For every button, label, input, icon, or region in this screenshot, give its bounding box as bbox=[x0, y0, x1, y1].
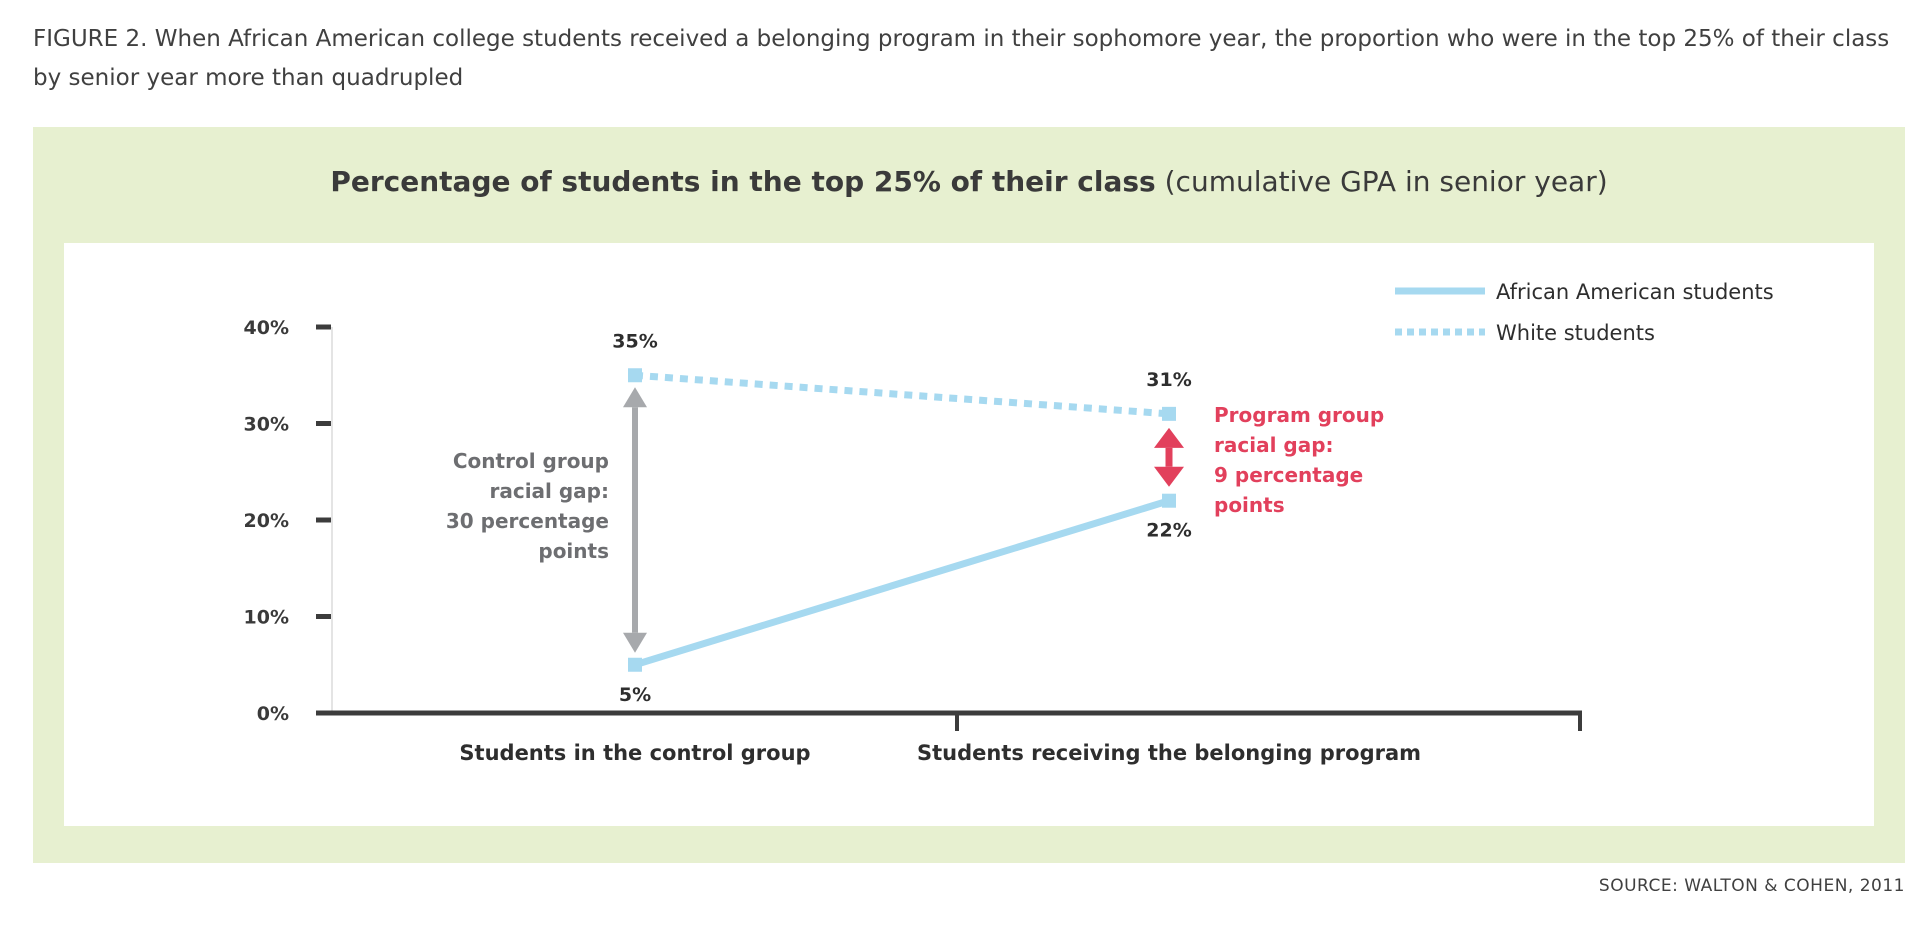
chart-title-bold: Percentage of students in the top 25% of… bbox=[330, 165, 1156, 198]
program-gap-arrow-head-down bbox=[1154, 466, 1184, 487]
figure-caption: FIGURE 2. When African American college … bbox=[33, 26, 1890, 91]
x-category-label: Students receiving the belonging program bbox=[917, 741, 1421, 765]
chart-title-rest: (cumulative GPA in senior year) bbox=[1164, 165, 1608, 198]
data-label: 5% bbox=[619, 684, 651, 706]
chart-title: Percentage of students in the top 25% of… bbox=[33, 165, 1905, 198]
program-gap-annotation: racial gap: bbox=[1214, 433, 1334, 457]
control-gap-annotation: racial gap: bbox=[489, 479, 609, 503]
plot-area: 0% 10% 20% 30% 40% Students in the control gr… bbox=[64, 243, 1874, 826]
y-tick-label: 10% bbox=[244, 607, 289, 629]
y-tick-label: 20% bbox=[244, 510, 289, 532]
data-point bbox=[1162, 406, 1176, 421]
data-label: 31% bbox=[1146, 369, 1191, 391]
data-point bbox=[628, 368, 642, 383]
control-gap-annotation: 30 percentage bbox=[446, 509, 609, 533]
data-label: 22% bbox=[1146, 520, 1191, 542]
data-label: 35% bbox=[612, 330, 657, 352]
control-gap-arrow-head-up bbox=[623, 387, 647, 408]
program-gap-annotation: points bbox=[1214, 493, 1285, 517]
program-gap-arrow-head-up bbox=[1154, 427, 1184, 448]
control-gap-annotation: Control group bbox=[453, 449, 609, 473]
control-gap-arrow-head-down bbox=[623, 632, 647, 653]
program-gap-annotation: 9 percentage bbox=[1214, 463, 1363, 487]
legend-label: White students bbox=[1496, 321, 1655, 345]
x-category-label: Students in the control group bbox=[459, 741, 810, 765]
series-line-white bbox=[634, 371, 1170, 418]
program-gap-annotation: Program group bbox=[1214, 403, 1384, 427]
legend-label: African American students bbox=[1496, 280, 1774, 304]
y-tick-label: 0% bbox=[257, 703, 289, 725]
line-chart: 0% 10% 20% 30% 40% Students in the control gr… bbox=[244, 280, 1774, 765]
control-gap-annotation: points bbox=[538, 539, 609, 563]
chart-panel: Percentage of students in the top 25% of… bbox=[33, 127, 1905, 863]
y-tick-label: 30% bbox=[244, 414, 289, 436]
source-note: SOURCE: WALTON & COHEN, 2011 bbox=[1598, 876, 1905, 896]
data-point bbox=[1162, 493, 1176, 508]
series-line-african-american bbox=[633, 497, 1171, 669]
y-tick-label: 40% bbox=[244, 317, 289, 339]
data-point bbox=[628, 657, 642, 672]
